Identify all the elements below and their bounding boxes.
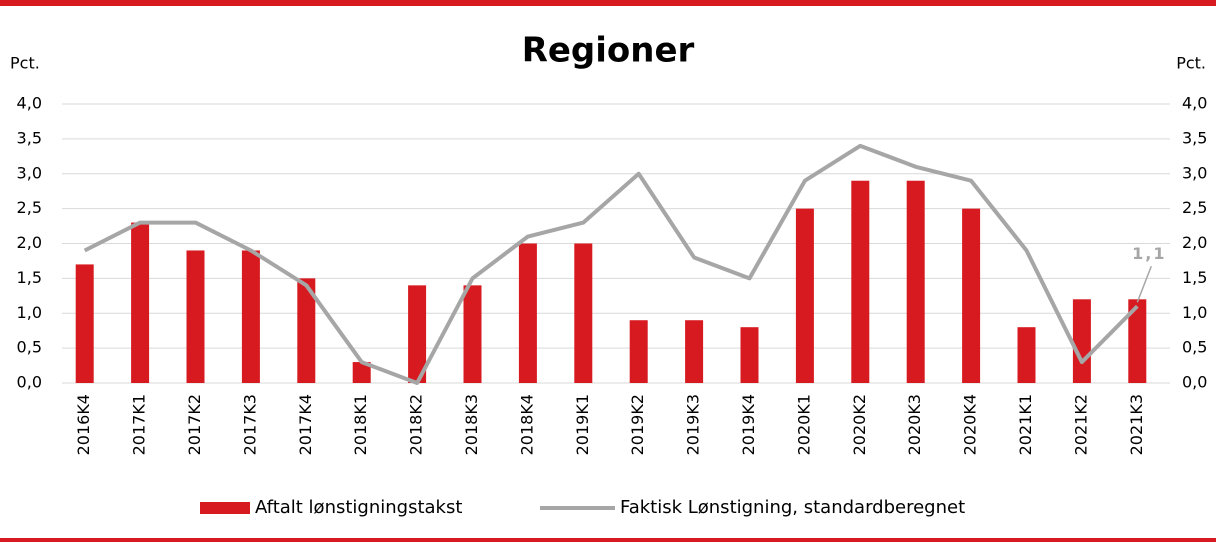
bar <box>740 327 759 383</box>
y-tick-label: 3,5 <box>17 128 42 147</box>
y-tick-label: 0,0 <box>17 373 42 392</box>
y2-tick-label: 4,0 <box>1182 94 1207 113</box>
y-tick-label: 1,0 <box>17 303 42 322</box>
bar <box>629 320 648 383</box>
y2-tick-label: 1,5 <box>1182 268 1207 287</box>
y-tick-label: 0,5 <box>17 338 42 357</box>
y2-axis-label: Pct. <box>1176 54 1206 73</box>
x-tick-label: 2020K3 <box>905 394 924 455</box>
y-tick-label: 2,0 <box>17 233 42 252</box>
y-tick-label: 3,0 <box>17 163 42 182</box>
x-tick-label: 2019K1 <box>573 394 592 455</box>
x-tick-label: 2016K4 <box>74 394 93 455</box>
x-tick-label: 2017K4 <box>296 394 315 455</box>
bar <box>518 243 537 383</box>
y2-tick-label: 2,5 <box>1182 198 1207 217</box>
x-tick-label: 2021K1 <box>1016 394 1035 455</box>
bar <box>1072 299 1091 383</box>
y2-tick-label: 3,5 <box>1182 128 1207 147</box>
bottom-border <box>0 538 1216 542</box>
y-tick-label: 1,5 <box>17 268 42 287</box>
chart-title: Regioner <box>522 31 695 71</box>
y-tick-label: 4,0 <box>17 94 42 113</box>
bar <box>241 250 260 383</box>
x-tick-label: 2021K2 <box>1071 394 1090 455</box>
y-tick-label: 2,5 <box>17 198 42 217</box>
legend-label: Faktisk Lønstigning, standardberegnet <box>620 497 965 518</box>
bar <box>75 264 94 383</box>
bar <box>352 362 371 383</box>
bar <box>297 278 316 383</box>
bar <box>1128 299 1147 383</box>
bar <box>962 208 981 383</box>
x-tick-label: 2018K1 <box>351 394 370 455</box>
bar <box>851 180 870 383</box>
bar <box>685 320 704 383</box>
bar <box>131 222 150 383</box>
x-tick-label: 2021K3 <box>1127 394 1146 455</box>
data-label: 1,1 <box>1132 244 1166 263</box>
y2-tick-label: 0,5 <box>1182 338 1207 357</box>
x-tick-label: 2018K2 <box>407 394 426 455</box>
legend-swatch <box>200 502 250 514</box>
x-tick-label: 2018K3 <box>462 394 481 455</box>
x-tick-label: 2019K4 <box>739 394 758 455</box>
label-leader <box>1136 266 1152 303</box>
x-tick-label: 2017K1 <box>130 394 149 455</box>
y2-tick-label: 2,0 <box>1182 233 1207 252</box>
x-tick-label: 2020K4 <box>961 394 980 455</box>
x-tick-label: 2018K4 <box>517 394 536 455</box>
x-tick-label: 2020K2 <box>850 394 869 455</box>
y2-tick-label: 0,0 <box>1182 373 1207 392</box>
y-axis-label: Pct. <box>10 54 40 73</box>
bar <box>186 250 205 383</box>
bar <box>906 180 925 383</box>
y2-tick-label: 1,0 <box>1182 303 1207 322</box>
legend-label: Aftalt lønstigningstakst <box>255 497 462 518</box>
x-tick-label: 2020K1 <box>794 394 813 455</box>
bar <box>408 285 427 383</box>
x-tick-label: 2019K3 <box>684 394 703 455</box>
x-tick-label: 2017K2 <box>185 394 204 455</box>
bar <box>1017 327 1036 383</box>
bar <box>574 243 593 383</box>
top-border <box>0 0 1216 6</box>
x-tick-label: 2019K2 <box>628 394 647 455</box>
x-tick-label: 2017K3 <box>240 394 259 455</box>
bar <box>463 285 482 383</box>
line <box>83 143 1139 385</box>
bar <box>795 208 814 383</box>
y2-tick-label: 3,0 <box>1182 163 1207 182</box>
